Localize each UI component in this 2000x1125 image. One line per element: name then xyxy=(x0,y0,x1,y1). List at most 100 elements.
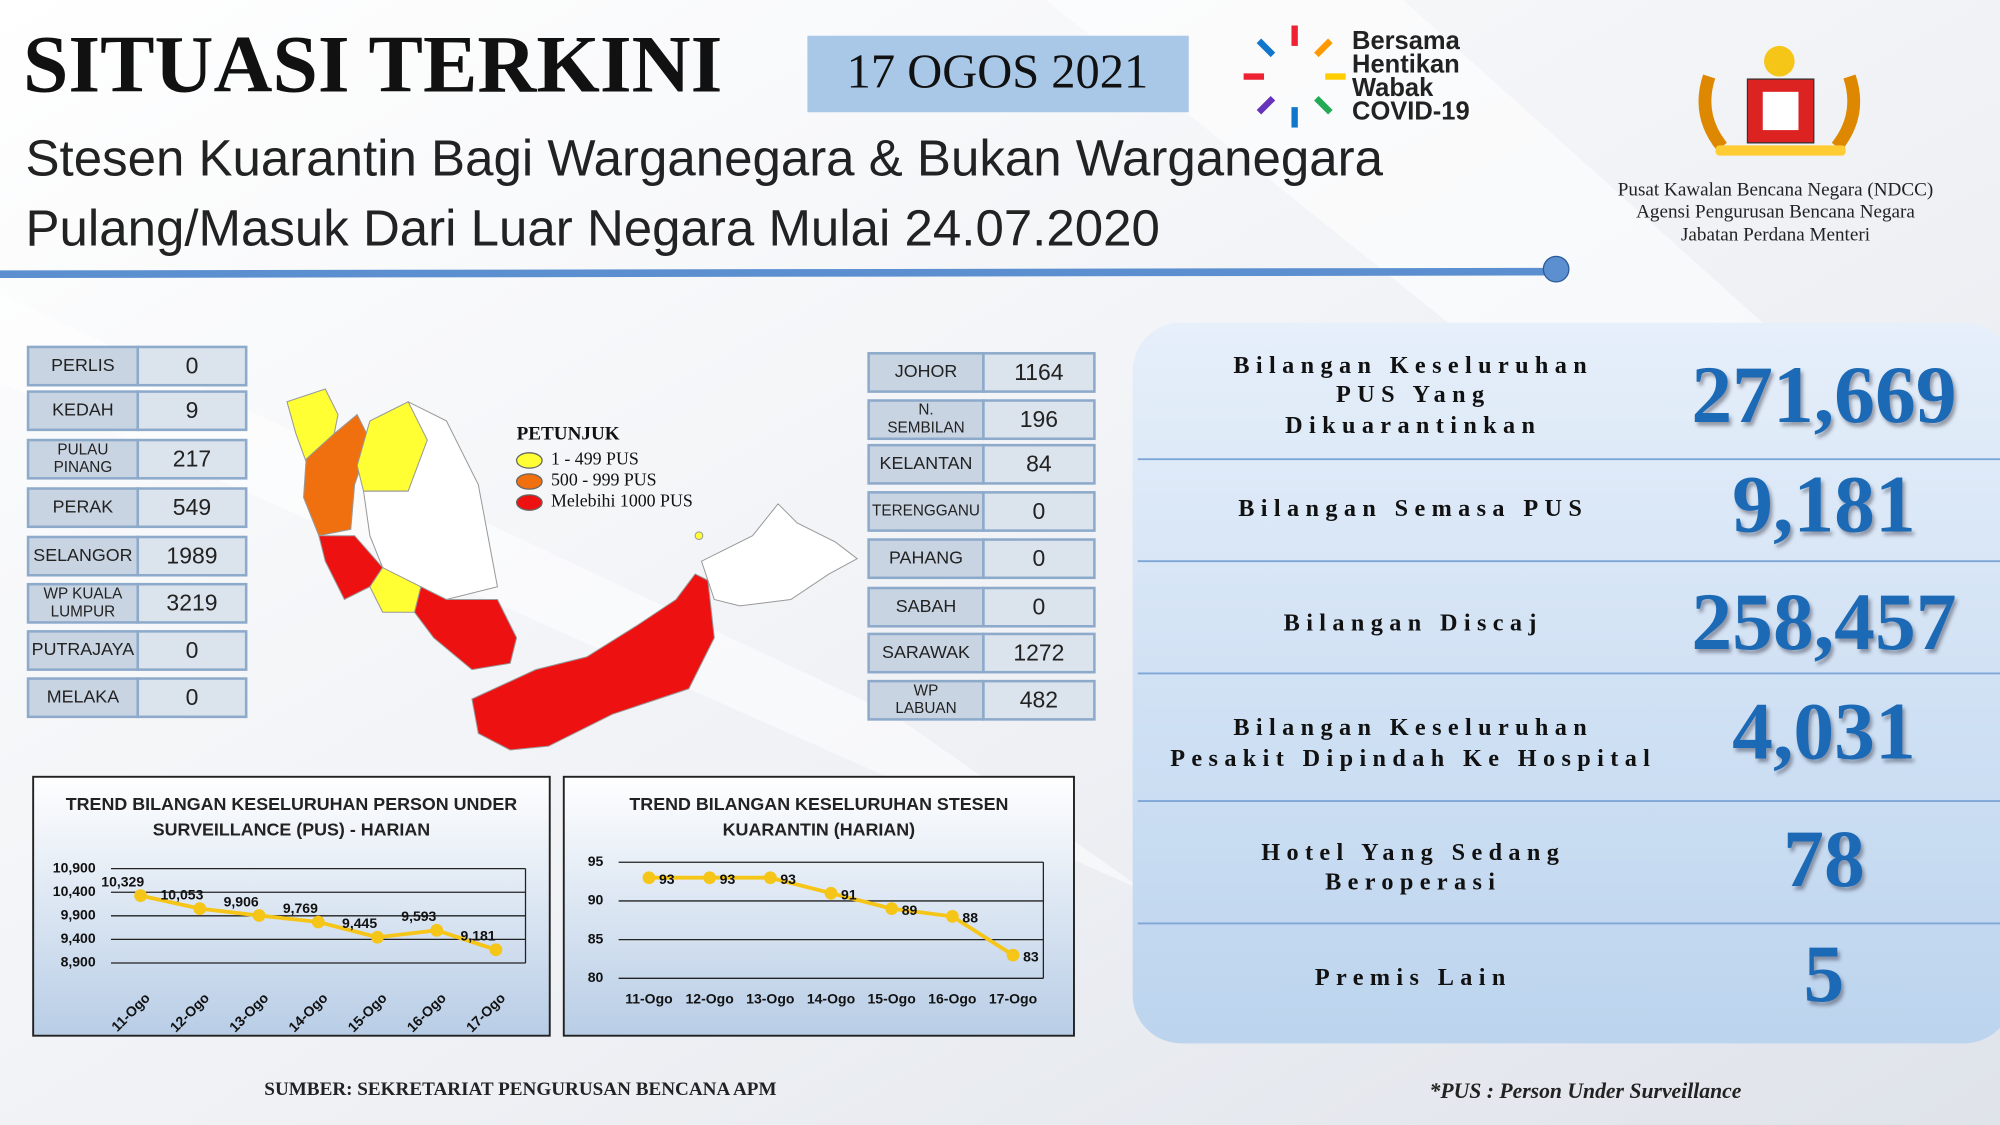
stat-value: 271,669 xyxy=(1691,349,1956,440)
value-cell xyxy=(982,632,1096,674)
state-value: 0 xyxy=(1033,498,1046,524)
y-tick-label: 10,400 xyxy=(53,883,96,899)
state-value: 9 xyxy=(186,397,199,423)
state-name: LABUAN xyxy=(895,700,956,717)
stat-label: Hotel Yang Sedang xyxy=(1261,839,1565,866)
value-cell xyxy=(982,399,1096,441)
stat-value: 5 xyxy=(1804,928,1845,1019)
value-cell xyxy=(136,677,248,719)
state-name: SELANGOR xyxy=(33,545,132,565)
x-tick-label: 17-Ogo xyxy=(989,991,1038,1007)
data-label: 10,329 xyxy=(101,874,144,890)
data-label: 93 xyxy=(720,871,736,887)
state-cell xyxy=(26,630,140,671)
state-name: PUTRAJAYA xyxy=(32,639,135,659)
value-cell xyxy=(136,438,248,480)
marker xyxy=(311,915,325,929)
legend-label: Melebihi 1000 PUS xyxy=(551,491,693,511)
legend-title: PETUNJUK xyxy=(517,423,620,444)
stat-label: Dikuarantinkan xyxy=(1285,412,1541,439)
y-tick-label: 10,900 xyxy=(53,859,96,875)
campaign-text: Bersama xyxy=(1352,27,1461,55)
date-box xyxy=(807,35,1189,113)
agency: Agensi Pengurusan Bencana Negara xyxy=(1636,201,1915,222)
value-cell xyxy=(136,487,248,529)
state-name: MELAKA xyxy=(47,686,119,706)
stat-value: 258,457 xyxy=(1691,576,1956,667)
legend-label: 500 - 999 PUS xyxy=(551,470,657,490)
x-tick-label: 14-Ogo xyxy=(807,991,856,1007)
chart-title-box: TREND BILANGAN KESELURUHAN STESEN KUARAN… xyxy=(629,793,1008,839)
stat-value: 4,031 xyxy=(1732,686,1916,777)
marker xyxy=(430,923,444,937)
state-cell xyxy=(867,586,985,628)
state-value: 3219 xyxy=(166,590,217,616)
value-cell xyxy=(982,443,1096,485)
chart-title-box: TREND BILANGAN KESELURUHAN PERSON UNDER … xyxy=(66,793,517,839)
state-value: 482 xyxy=(1020,687,1058,713)
stat-label: PUS Yang xyxy=(1336,381,1490,408)
stat-value: 78 xyxy=(1783,813,1865,904)
stat-label: Bilangan Semasa PUS xyxy=(1238,495,1588,522)
value-cell xyxy=(982,491,1096,532)
stat-label: Bilangan Discaj xyxy=(1284,610,1543,637)
state-name: TERENGGANU xyxy=(872,503,980,520)
data-label: 9,593 xyxy=(401,908,436,924)
state-name: SEMBILAN xyxy=(887,420,964,437)
value-cell xyxy=(982,679,1096,721)
source: SUMBER: SEKRETARIAT PENGURUSAN BENCANA A… xyxy=(264,1079,776,1100)
state-name: SARAWAK xyxy=(882,642,970,662)
header-rule xyxy=(0,267,1546,279)
value-cell xyxy=(136,345,248,387)
marker xyxy=(824,886,838,900)
stat-label: Bilangan Keseluruhan xyxy=(1233,352,1593,379)
chart-frame xyxy=(562,775,1075,1037)
state-value: 1272 xyxy=(1013,639,1064,665)
date: 17 OGOS 2021 xyxy=(847,46,1149,99)
state-name: KELANTAN xyxy=(880,453,973,473)
state-name: KEDAH xyxy=(52,399,113,419)
legend-swatch xyxy=(515,452,543,469)
data-label: 91 xyxy=(841,886,857,902)
y-tick-label: 80 xyxy=(588,969,604,985)
state-value: 0 xyxy=(1033,545,1046,571)
state-value: 0 xyxy=(186,637,199,663)
y-tick-label: 9,400 xyxy=(61,930,96,946)
state-name: LUMPUR xyxy=(51,603,116,620)
marker xyxy=(642,871,656,885)
state-name: PINANG xyxy=(54,459,113,476)
y-tick-label: 95 xyxy=(588,853,604,869)
agency: Pusat Kawalan Bencana Negara (NDCC) xyxy=(1618,180,1933,201)
data-label: 9,445 xyxy=(342,915,377,931)
campaign-logo xyxy=(1243,25,1346,128)
data-label: 88 xyxy=(962,910,978,926)
state-cell xyxy=(867,491,985,532)
state-value: 1164 xyxy=(1014,359,1064,385)
state-value: 549 xyxy=(173,494,211,520)
state-name: WP KUALA xyxy=(44,585,124,602)
campaign-text: COVID-19 xyxy=(1352,98,1470,126)
data-label: 10,053 xyxy=(161,887,204,903)
subtitle: Pulang/Masuk Dari Luar Negara Mulai 24.0… xyxy=(26,200,1160,257)
state-cell xyxy=(26,535,140,577)
marker xyxy=(1006,948,1020,962)
value-cell xyxy=(136,535,248,577)
state-name: PERAK xyxy=(53,496,114,516)
y-tick-label: 8,900 xyxy=(61,954,96,970)
note: *PUS : Person Under Surveillance xyxy=(1430,1079,1742,1103)
marker xyxy=(193,902,207,915)
crest xyxy=(1698,45,1861,156)
state-name: JOHOR xyxy=(895,361,958,381)
data-label: 93 xyxy=(659,871,675,887)
stat-value: 9,181 xyxy=(1732,458,1916,549)
state-name: N. xyxy=(918,402,933,419)
y-tick-label: 85 xyxy=(588,930,604,946)
state-cell xyxy=(26,582,140,624)
data-label: 93 xyxy=(780,871,796,887)
state-cell xyxy=(867,443,985,485)
stat-label: Bilangan Keseluruhan xyxy=(1233,714,1593,741)
marker xyxy=(371,930,384,944)
x-tick-label: 16-Ogo xyxy=(928,991,977,1007)
data-label: 9,769 xyxy=(283,900,318,916)
stat-label: Pesakit Dipindah Ke Hospital xyxy=(1170,745,1656,772)
